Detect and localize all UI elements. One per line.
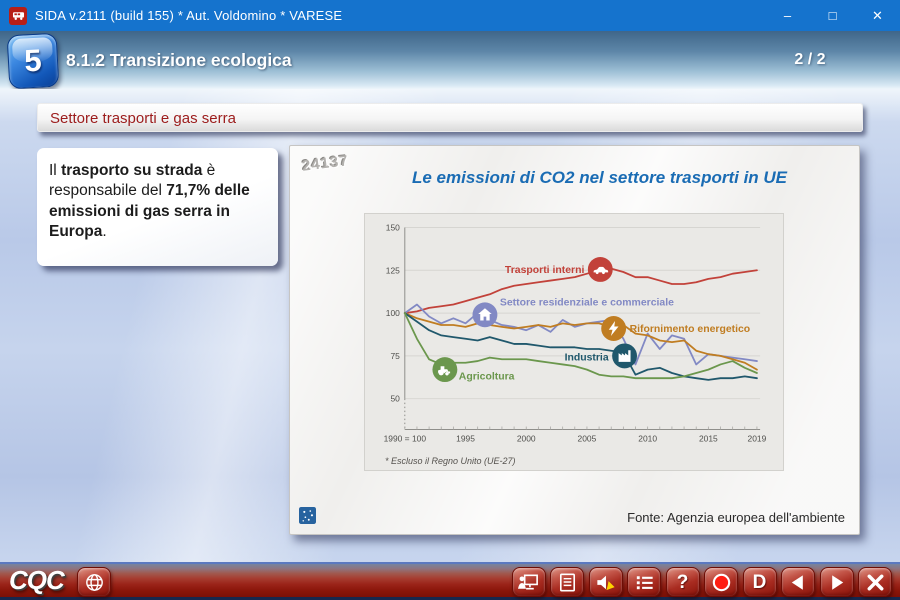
svg-text:1990 = 100: 1990 = 100 xyxy=(384,433,427,443)
help-button[interactable]: ? xyxy=(665,567,700,597)
list-icon xyxy=(636,575,653,589)
chapter-number: 5 xyxy=(23,42,43,79)
document-button[interactable] xyxy=(550,567,584,597)
previous-icon xyxy=(791,574,803,590)
close-button[interactable]: ✕ xyxy=(872,7,883,23)
window-controls: – □ ✕ xyxy=(765,0,900,31)
bus-icon xyxy=(12,12,24,20)
presenter-button[interactable] xyxy=(511,567,546,597)
globe-button[interactable] xyxy=(77,567,111,597)
slide-content-area: Settore trasporti e gas serra Il traspor… xyxy=(0,89,900,562)
svg-text:2010: 2010 xyxy=(638,433,657,443)
page-indicator: 2 / 2 xyxy=(794,51,826,68)
speaker-icon xyxy=(597,575,615,590)
toolbar: CQC xyxy=(0,562,900,600)
chart-box: 50 75 100 125 150 1990 = 100 1995 2000 2005 2010 2… xyxy=(364,213,784,471)
svg-text:2000: 2000 xyxy=(517,433,536,443)
callout-card: Il trasporto su strada è responsabile de… xyxy=(37,148,278,266)
window-title: SIDA v.2111 (build 155) * Aut. Voldomino… xyxy=(35,8,343,23)
svg-text:Settore residenziale e commerc: Settore residenziale e commerciale xyxy=(500,297,674,308)
svg-text:2005: 2005 xyxy=(578,433,597,443)
svg-text:75: 75 xyxy=(390,351,400,361)
dictionary-button[interactable]: D xyxy=(742,567,777,597)
titlebar: SIDA v.2111 (build 155) * Aut. Voldomino… xyxy=(0,0,900,31)
record-icon xyxy=(712,573,730,591)
letter-d-icon: D xyxy=(752,571,767,593)
audio-button[interactable] xyxy=(588,567,623,597)
app-icon xyxy=(9,6,27,25)
svg-text:1995: 1995 xyxy=(456,433,475,443)
chart-title: Le emissioni di CO2 nel settore trasport… xyxy=(411,168,788,187)
index-button[interactable] xyxy=(627,567,661,597)
question-mark-icon: ? xyxy=(676,571,689,593)
page-title: 8.1.2 Transizione ecologica xyxy=(66,50,292,70)
slide-code: 24137 xyxy=(301,152,350,175)
svg-text:Rifornimento energetico: Rifornimento energetico xyxy=(630,324,751,335)
minimize-button[interactable]: – xyxy=(783,8,792,23)
source-caption: Fonte: Agenzia europea dell'ambiente xyxy=(627,510,845,525)
eea-logo-icon xyxy=(299,507,316,524)
cqc-logo: CQC xyxy=(9,565,65,595)
chart-footnote: * Escluso il Regno Unito (UE-27) xyxy=(385,456,516,466)
globe-icon xyxy=(85,573,103,591)
close-icon xyxy=(867,574,883,590)
svg-text:2015: 2015 xyxy=(699,433,718,443)
svg-text:100: 100 xyxy=(386,308,400,318)
presenter-icon xyxy=(517,573,538,590)
exit-button[interactable] xyxy=(858,567,892,597)
svg-text:Industria: Industria xyxy=(565,352,609,363)
svg-text:Agricoltura: Agricoltura xyxy=(459,372,515,383)
previous-button[interactable] xyxy=(781,567,815,597)
slide-panel: 24137 Le emissioni di CO2 nel settore tr… xyxy=(289,145,860,535)
toolbar-button-group: ? D xyxy=(511,567,892,597)
maximize-button[interactable]: □ xyxy=(828,8,837,23)
svg-text:150: 150 xyxy=(386,222,400,232)
svg-text:Trasporti interni: Trasporti interni xyxy=(505,265,585,276)
svg-text:50: 50 xyxy=(390,394,400,404)
document-icon xyxy=(559,573,575,591)
co2-chart: 50 75 100 125 150 1990 = 100 1995 2000 2005 2010 2… xyxy=(384,222,767,443)
next-icon xyxy=(832,574,844,590)
chapter-badge-icon: 5 xyxy=(6,32,60,90)
chapter-header: 5 8.1.2 Transizione ecologica 2 / 2 xyxy=(0,31,900,90)
next-button[interactable] xyxy=(819,567,854,597)
banner-title: Settore trasporti e gas serra xyxy=(37,103,863,132)
callout-text: Il trasporto su strada è responsabile de… xyxy=(49,162,250,241)
svg-text:125: 125 xyxy=(386,265,400,275)
record-button[interactable] xyxy=(704,567,738,597)
svg-text:2019: 2019 xyxy=(748,433,767,443)
